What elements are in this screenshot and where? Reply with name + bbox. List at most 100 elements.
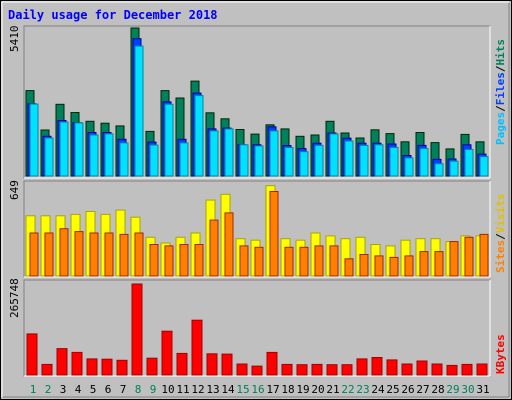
x-tick-label-day-23: 23 bbox=[356, 383, 369, 396]
bar-pages-day-22 bbox=[344, 140, 354, 177]
chart-title: Daily usage for December 2018 bbox=[8, 8, 218, 22]
bar-sites-day-17 bbox=[269, 191, 279, 277]
x-tick-label-day-31: 31 bbox=[476, 383, 489, 396]
x-tick-label-day-11: 11 bbox=[176, 383, 189, 396]
label-visits: Visits bbox=[494, 194, 507, 234]
bar-kbytes-day-23 bbox=[356, 358, 368, 376]
bar-kbytes-day-20 bbox=[311, 363, 323, 376]
bar-kbytes-day-8 bbox=[131, 283, 143, 376]
bar-sites-day-9 bbox=[149, 244, 159, 277]
x-tick-label-day-16: 16 bbox=[251, 383, 264, 396]
bar-kbytes-day-28 bbox=[431, 363, 443, 376]
right-label-visits-panel: Sites/Visits bbox=[494, 194, 507, 274]
bar-sites-day-19 bbox=[299, 246, 309, 277]
bar-kbytes-day-7 bbox=[116, 359, 128, 376]
bar-kbytes-day-26 bbox=[401, 363, 413, 376]
bar-pages-day-24 bbox=[374, 144, 384, 177]
bar-kbytes-day-27 bbox=[416, 360, 428, 376]
x-tick-label-day-26: 26 bbox=[401, 383, 414, 396]
bar-sites-day-24 bbox=[374, 255, 384, 277]
bar-pages-day-11 bbox=[179, 142, 189, 177]
bar-pages-day-1 bbox=[29, 103, 39, 177]
bar-sites-day-7 bbox=[119, 233, 129, 277]
bar-pages-day-6 bbox=[104, 133, 114, 177]
x-tick-label-day-4: 4 bbox=[75, 383, 82, 396]
bar-sites-day-30 bbox=[464, 236, 474, 277]
label-kbytes: KBytes bbox=[494, 334, 507, 374]
x-axis-day-labels: 1 2 3 4 5 6 7 8 9 10 11 12 13 14 15 16 17 18 19 20 21 22 23 24 2… bbox=[30, 383, 490, 396]
bar-pages-day-9 bbox=[149, 144, 159, 177]
x-tick-label-day-3: 3 bbox=[60, 383, 67, 396]
bar-sites-day-25 bbox=[389, 256, 399, 277]
ymax-label-hits: 5410 bbox=[8, 26, 21, 53]
bar-sites-day-12 bbox=[194, 244, 204, 277]
label-sep-1: / bbox=[494, 105, 507, 112]
bar-sites-day-2 bbox=[44, 232, 54, 277]
bar-kbytes-day-29 bbox=[446, 364, 458, 376]
x-tick-label-day-22: 22 bbox=[341, 383, 354, 396]
bar-sites-day-3 bbox=[59, 228, 69, 277]
ymax-label-kbytes: 265748 bbox=[8, 278, 21, 318]
bar-sites-day-4 bbox=[74, 231, 84, 277]
x-tick-label-day-13: 13 bbox=[206, 383, 219, 396]
bar-sites-day-29 bbox=[449, 241, 459, 277]
bar-pages-day-13 bbox=[209, 130, 219, 177]
x-tick-label-day-15: 15 bbox=[236, 383, 249, 396]
bar-kbytes-day-5 bbox=[86, 358, 98, 376]
x-tick-label-day-20: 20 bbox=[311, 383, 324, 396]
x-tick-label-day-2: 2 bbox=[45, 383, 52, 396]
bar-sites-day-8 bbox=[134, 232, 144, 277]
bar-kbytes-day-25 bbox=[386, 359, 398, 376]
bar-pages-day-14 bbox=[224, 128, 234, 177]
svg-text:KBytes: KBytes bbox=[494, 334, 507, 374]
x-tick-label-day-17: 17 bbox=[266, 383, 279, 396]
x-tick-label-day-14: 14 bbox=[221, 383, 235, 396]
ymax-label-visits: 649 bbox=[8, 180, 21, 200]
bar-kbytes-day-11 bbox=[176, 352, 188, 376]
bar-kbytes-day-12 bbox=[191, 319, 203, 376]
bar-kbytes-day-15 bbox=[236, 363, 248, 376]
bar-sites-day-26 bbox=[404, 255, 414, 277]
bar-kbytes-day-14 bbox=[221, 353, 233, 376]
x-tick-label-day-10: 10 bbox=[161, 383, 174, 396]
bar-pages-day-26 bbox=[404, 157, 414, 177]
bar-sites-day-21 bbox=[329, 245, 339, 277]
bar-sites-day-13 bbox=[209, 219, 219, 277]
bar-kbytes-day-1 bbox=[26, 333, 38, 376]
bar-pages-day-23 bbox=[359, 144, 369, 177]
bar-pages-day-29 bbox=[449, 160, 459, 177]
right-label-kbytes-panel: KBytes bbox=[494, 334, 507, 374]
bar-pages-day-27 bbox=[419, 148, 429, 177]
bar-sites-day-6 bbox=[104, 232, 114, 277]
x-tick-label-day-5: 5 bbox=[90, 383, 97, 396]
bar-sites-day-22 bbox=[344, 258, 354, 277]
label-sites: Sites bbox=[494, 240, 507, 273]
bars-hits-files-pages bbox=[25, 27, 489, 177]
bar-sites-day-11 bbox=[179, 244, 189, 277]
bar-pages-day-19 bbox=[299, 151, 309, 177]
x-tick-label-day-29: 29 bbox=[446, 383, 459, 396]
bar-kbytes-day-3 bbox=[56, 348, 68, 376]
x-tick-label-day-8: 8 bbox=[135, 383, 142, 396]
x-tick-label-day-6: 6 bbox=[105, 383, 112, 396]
bar-sites-day-28 bbox=[434, 251, 444, 277]
bar-kbytes-day-31 bbox=[476, 363, 488, 376]
bar-kbytes-day-24 bbox=[371, 357, 383, 376]
bar-pages-day-2 bbox=[44, 137, 54, 177]
bar-kbytes-day-19 bbox=[296, 364, 308, 376]
bar-sites-day-20 bbox=[314, 245, 324, 277]
x-tick-label-day-1: 1 bbox=[30, 383, 37, 396]
bar-sites-day-15 bbox=[239, 245, 249, 277]
label-sep-2: / bbox=[494, 65, 507, 72]
bar-kbytes-day-30 bbox=[461, 363, 473, 376]
bar-sites-day-5 bbox=[89, 232, 99, 277]
bar-pages-day-7 bbox=[119, 142, 129, 177]
bar-pages-day-20 bbox=[314, 144, 324, 177]
x-tick-label-day-21: 21 bbox=[326, 383, 339, 396]
bars-kbytes bbox=[26, 283, 488, 376]
bar-pages-day-12 bbox=[194, 95, 204, 177]
bar-kbytes-day-18 bbox=[281, 363, 293, 376]
bars-sites-visits bbox=[25, 185, 489, 277]
bar-pages-day-17 bbox=[269, 130, 279, 177]
